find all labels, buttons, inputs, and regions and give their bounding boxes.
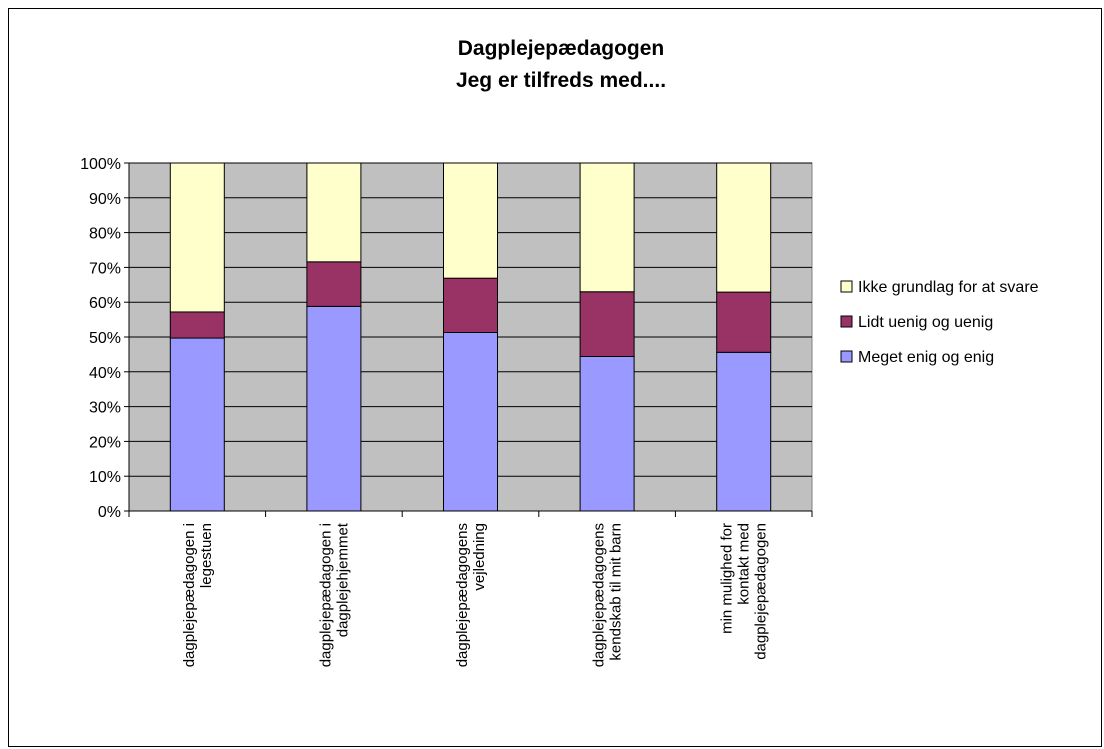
legend-swatch <box>840 350 853 363</box>
category-label: dagplejehjemmet <box>334 522 351 637</box>
category-label: dagplejepædagogen <box>753 523 770 660</box>
bar-segment <box>579 162 635 293</box>
y-tick-label: 80% <box>89 226 121 243</box>
legend-swatch <box>840 280 853 293</box>
bar-segment <box>716 351 772 512</box>
legend-entry: Ikke grundlag for at svare <box>858 279 1039 296</box>
y-tick-label: 10% <box>89 469 121 486</box>
category-label: dagplejepædagogens <box>591 523 608 667</box>
legend-entry: Meget enig og enig <box>858 349 994 366</box>
bar-segment <box>716 162 772 293</box>
bar-segment <box>169 162 225 313</box>
legend-entry: Lidt uenig og uenig <box>858 314 993 331</box>
plot-area: 0% 10% 20% 30% 40% 50% 60% 70% 80% 90% 100% dagplej… <box>80 156 813 667</box>
chart-title-line-2: Jeg er tilfreds med.... <box>456 69 666 92</box>
bar-segment <box>443 162 498 279</box>
bar-segment <box>306 162 362 263</box>
legend: Ikke grundlag for at svare Lidt uenig og … <box>840 279 1039 366</box>
bar-segment <box>306 305 362 512</box>
bar-segment <box>579 291 635 357</box>
category-label: dagplejepædagogen i <box>317 523 334 667</box>
category-label: dagplejepædagogen i <box>181 523 198 667</box>
y-tick-label: 70% <box>89 260 121 277</box>
bar-segment <box>306 261 362 307</box>
chart-title: Dagplejepædagogen Jeg er tilfreds med...… <box>456 37 666 92</box>
category-label: dagplejepædagogens <box>454 523 471 667</box>
bar-segment <box>443 331 498 512</box>
y-tick-label: 60% <box>89 295 121 312</box>
y-tick-label: 40% <box>89 365 121 382</box>
category-label: min mulighed for <box>719 523 736 634</box>
chart-title-line-1: Dagplejepædagogen <box>458 37 665 60</box>
bar-segment <box>169 337 225 512</box>
y-tick-label: 50% <box>89 330 121 347</box>
category-label: kontakt med <box>736 523 753 605</box>
chart-frame: Dagplejepædagogen Jeg er tilfreds med...… <box>8 8 1102 747</box>
category-label: kendskab til mit barn <box>608 523 625 661</box>
category-label: legestuen <box>198 523 215 588</box>
bar-segment <box>169 311 225 339</box>
bar-segment <box>716 291 772 353</box>
y-tick-label: 20% <box>89 434 121 451</box>
legend-swatch <box>840 315 853 328</box>
y-tick-label: 90% <box>89 191 121 208</box>
y-tick-label: 30% <box>89 400 121 417</box>
category-label: vejledning <box>471 523 488 591</box>
y-tick-label: 100% <box>80 156 121 173</box>
bar-segment <box>443 277 498 333</box>
y-tick-label: 0% <box>98 504 121 521</box>
stacked-bar-chart: Dagplejepædagogen Jeg er tilfreds med...… <box>80 37 1039 667</box>
bar-segment <box>579 355 635 512</box>
